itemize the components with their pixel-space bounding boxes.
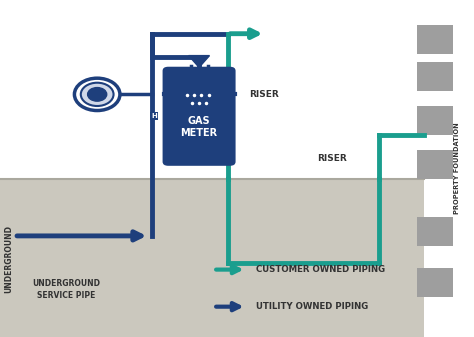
Text: RISER: RISER [249,90,279,99]
Text: UNDERGROUND
SERVICE PIPE: UNDERGROUND SERVICE PIPE [32,279,100,300]
Polygon shape [189,56,210,67]
Bar [417,62,453,91]
Bar [417,217,453,246]
Text: H: H [151,113,157,119]
Text: GAS
METER: GAS METER [181,116,218,139]
Circle shape [88,88,107,101]
Bar [417,268,453,297]
Text: PROPERTY FOUNDATION: PROPERTY FOUNDATION [455,123,460,214]
Text: UTILITY OWNED PIPING: UTILITY OWNED PIPING [256,302,368,311]
Circle shape [81,83,114,106]
Text: CUSTOMER OWNED PIPING: CUSTOMER OWNED PIPING [256,265,385,274]
FancyBboxPatch shape [163,67,236,166]
Bar [417,106,453,135]
Bar [0,179,424,337]
Circle shape [74,78,120,111]
Bar [417,25,453,54]
Bar [417,150,453,179]
Text: UNDERGROUND: UNDERGROUND [4,225,13,294]
Text: RISER: RISER [318,154,347,163]
